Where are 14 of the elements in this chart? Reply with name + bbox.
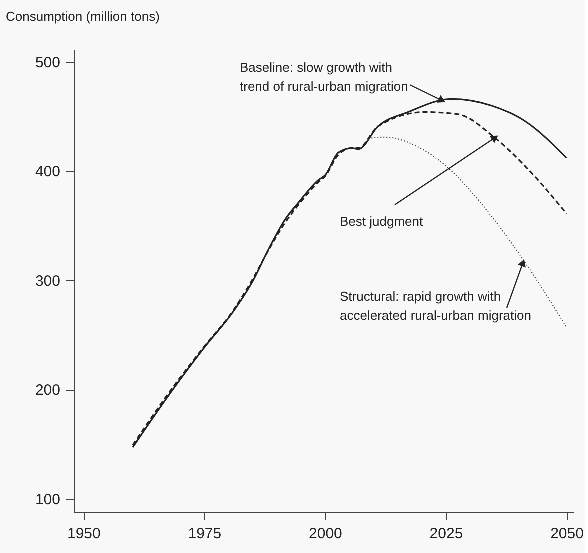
x-tick-label: 2025 bbox=[430, 526, 464, 542]
annotation: Baseline: slow growth with trend of rural-urban migration bbox=[240, 60, 408, 94]
annotation: Structural: rapid growth with accelerated rural-urban migration bbox=[340, 289, 532, 323]
y-tick-label: 400 bbox=[35, 164, 60, 181]
y-axis-title: Consumption (million tons) bbox=[6, 9, 160, 24]
x-tick-label: 1975 bbox=[188, 526, 222, 542]
x-tick-label: 1950 bbox=[67, 526, 101, 542]
x-tick-label: 2000 bbox=[309, 526, 342, 542]
y-tick-label: 300 bbox=[35, 272, 60, 290]
y-tick-label: 500 bbox=[35, 54, 60, 72]
y-tick-label: 200 bbox=[35, 382, 60, 400]
annotation: Best judgment bbox=[340, 214, 424, 229]
y-tick-label: 100 bbox=[35, 491, 60, 508]
x-tick-label: 2050 bbox=[550, 526, 584, 542]
